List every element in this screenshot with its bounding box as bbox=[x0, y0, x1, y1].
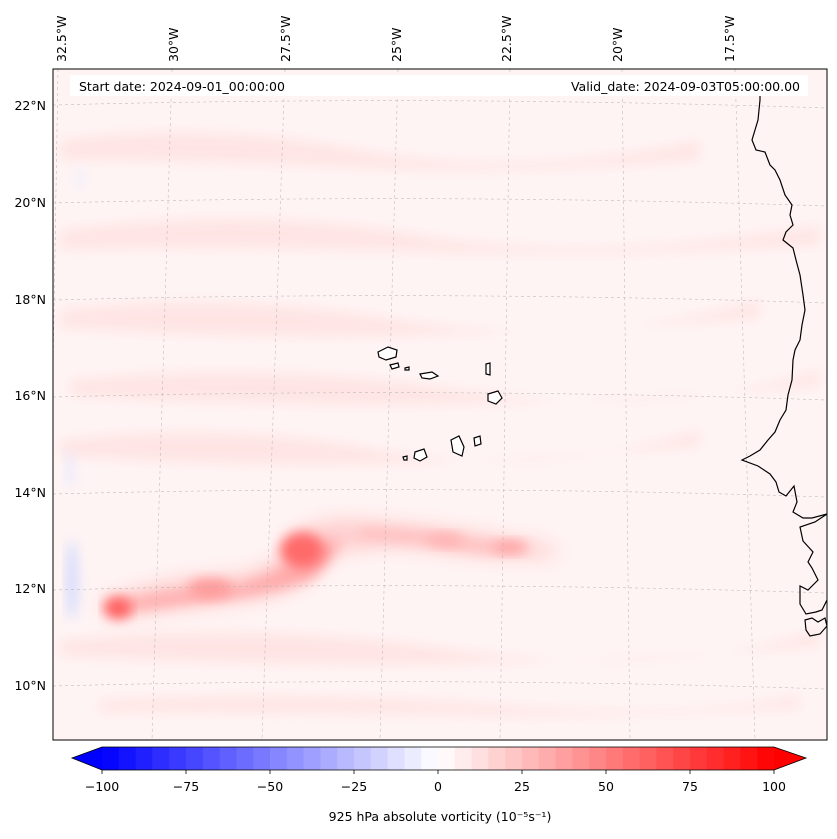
colorbar-segment bbox=[656, 747, 674, 770]
colorbar-segment bbox=[236, 747, 254, 770]
colorbar-segment bbox=[270, 747, 288, 770]
colorbar-segment bbox=[673, 747, 691, 770]
colorbar-segment bbox=[303, 747, 321, 770]
colorbar-segment bbox=[404, 747, 422, 770]
map-panel bbox=[53, 69, 827, 740]
colorbar-segment bbox=[438, 747, 456, 770]
african-coastline-bissau bbox=[804, 617, 827, 637]
colorbar-tick-label: −100 bbox=[85, 779, 119, 794]
latitude-labels: 22°N 20°N 18°N 16°N 14°N 12°N 10°N bbox=[14, 98, 46, 693]
vorticity-field-background bbox=[53, 69, 827, 740]
colorbar-segment bbox=[522, 747, 540, 770]
colorbar-tick-label: 75 bbox=[682, 779, 698, 794]
colorbar-segment bbox=[639, 747, 657, 770]
african-coastline bbox=[740, 80, 827, 615]
colorbar-segment bbox=[723, 747, 741, 770]
negative-vorticity-streak bbox=[66, 168, 86, 620]
colorbar-segment bbox=[622, 747, 640, 770]
colorbar-segment bbox=[572, 747, 590, 770]
lat-label: 22°N bbox=[14, 98, 46, 113]
colorbar-tick-label: 25 bbox=[514, 779, 530, 794]
colorbar-tick-label: −25 bbox=[341, 779, 367, 794]
colorbar-max-extend bbox=[774, 747, 806, 770]
colorbar-segment bbox=[320, 747, 338, 770]
lat-label: 18°N bbox=[14, 292, 46, 307]
colorbar-segment bbox=[488, 747, 506, 770]
colorbar-ticks: −100 −75 −50 −25 0 25 50 75 100 bbox=[85, 770, 786, 794]
vortex-core-east bbox=[280, 532, 324, 568]
colorbar-segment bbox=[152, 747, 170, 770]
gridlines bbox=[53, 69, 827, 740]
colorbar-segment bbox=[740, 747, 758, 770]
colorbar-segment bbox=[505, 747, 523, 770]
colorbar-segment bbox=[354, 747, 372, 770]
colorbar-segment bbox=[387, 747, 405, 770]
lat-label: 20°N bbox=[14, 195, 46, 210]
colorbar-segment bbox=[118, 747, 136, 770]
valid-date-label: Valid_date: 2024-09-03T05:00:00.00 bbox=[571, 79, 800, 94]
colorbar-segment bbox=[471, 747, 489, 770]
colorbar-tick-label: 0 bbox=[434, 779, 442, 794]
vortex-track bbox=[95, 520, 560, 619]
colorbar-segment bbox=[589, 747, 607, 770]
colorbar-segment bbox=[337, 747, 355, 770]
colorbar-tick-label: 100 bbox=[762, 779, 786, 794]
map-frame bbox=[52, 68, 828, 741]
lat-label: 16°N bbox=[14, 388, 46, 403]
lat-label: 14°N bbox=[14, 485, 46, 500]
longitude-labels: 32.5°W 30°W 27.5°W 25°W 22.5°W 20°W 17.5… bbox=[54, 16, 737, 62]
colorbar-segment bbox=[454, 747, 472, 770]
cape-verde-islands bbox=[377, 346, 503, 462]
lon-label: 17.5°W bbox=[722, 16, 737, 62]
colorbar-segment bbox=[186, 747, 204, 770]
lat-label: 10°N bbox=[14, 678, 46, 693]
colorbar-segment bbox=[555, 747, 573, 770]
colorbar-tick-label: 50 bbox=[598, 779, 614, 794]
colorbar-tick-label: −75 bbox=[173, 779, 199, 794]
colorbar-segment bbox=[219, 747, 237, 770]
colorbar-segment bbox=[202, 747, 220, 770]
colorbar-segment bbox=[706, 747, 724, 770]
date-stamp-bar bbox=[70, 75, 808, 96]
lon-label: 22.5°W bbox=[499, 16, 514, 62]
colorbar-segment bbox=[102, 747, 120, 770]
colorbar-segment bbox=[253, 747, 271, 770]
colorbar-segment bbox=[538, 747, 556, 770]
start-date-label: Start date: 2024-09-01_00:00:00 bbox=[79, 79, 285, 94]
lon-label: 27.5°W bbox=[278, 16, 293, 62]
colorbar-tick-label: −50 bbox=[257, 779, 283, 794]
colorbar-segments bbox=[102, 747, 775, 770]
lon-label: 32.5°W bbox=[54, 16, 69, 62]
colorbar-segment bbox=[169, 747, 187, 770]
colorbar-label: 925 hPa absolute vorticity (10⁻⁵s⁻¹) bbox=[329, 809, 552, 824]
colorbar: −100 −75 −50 −25 0 25 50 75 100 925 hPa absolute… bbox=[70, 746, 808, 824]
colorbar-segment bbox=[370, 747, 388, 770]
colorbar-min-extend bbox=[72, 747, 102, 770]
lat-label: 12°N bbox=[14, 581, 46, 596]
colorbar-segment bbox=[286, 747, 304, 770]
vortex-core-west bbox=[104, 597, 132, 619]
colorbar-segment bbox=[421, 747, 439, 770]
colorbar-segment bbox=[690, 747, 708, 770]
colorbar-segment bbox=[757, 747, 775, 770]
lon-label: 25°W bbox=[389, 27, 404, 62]
vorticity-bands bbox=[60, 132, 820, 717]
lon-label: 30°W bbox=[166, 27, 181, 62]
colorbar-segment bbox=[606, 747, 624, 770]
lon-label: 20°W bbox=[610, 27, 625, 62]
colorbar-segment bbox=[135, 747, 153, 770]
